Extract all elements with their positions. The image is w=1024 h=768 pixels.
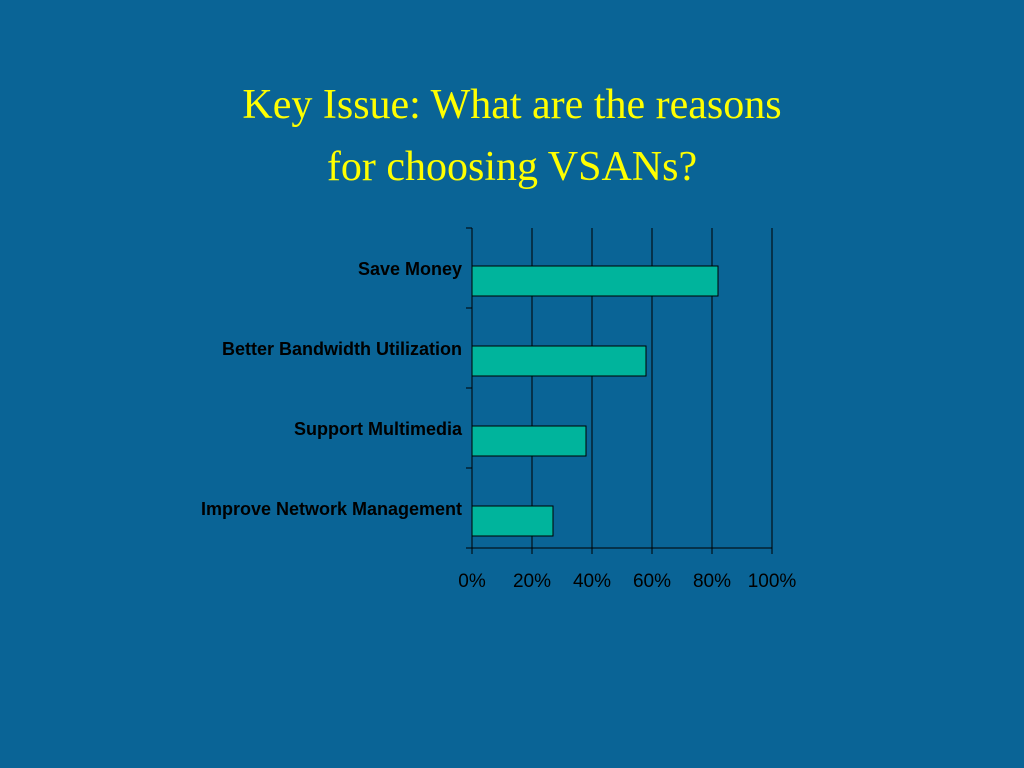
bar [471, 345, 647, 377]
x-tick-label: 40% [573, 571, 611, 592]
bar [471, 265, 719, 297]
x-tick-label: 80% [693, 571, 731, 592]
y-tick-label: Improve Network Management [201, 499, 462, 519]
x-tick-label: 60% [633, 571, 671, 592]
y-tick-label: Save Money [358, 259, 462, 279]
chart-title: Key Issue: What are the reasons [242, 82, 781, 128]
y-tick-label: Support Multimedia [294, 419, 463, 439]
x-tick-label: 20% [513, 571, 551, 592]
chart-title: for choosing VSANs? [327, 144, 697, 190]
x-tick-label: 0% [458, 571, 486, 592]
bar [471, 505, 554, 537]
bar [471, 425, 587, 457]
x-tick-label: 100% [748, 571, 797, 592]
y-tick-label: Better Bandwidth Utilization [222, 339, 462, 359]
